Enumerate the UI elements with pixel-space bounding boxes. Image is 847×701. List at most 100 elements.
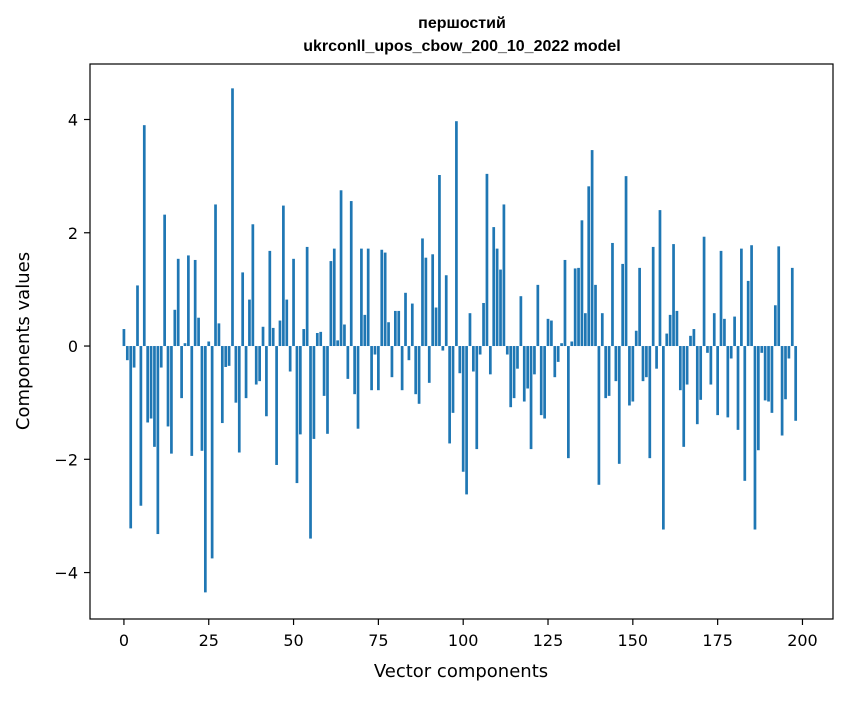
bar-component-77 bbox=[383, 252, 387, 347]
bar-component-120 bbox=[529, 346, 533, 450]
bar-component-46 bbox=[278, 320, 282, 347]
bar-component-105 bbox=[478, 346, 482, 355]
bar-component-69 bbox=[356, 346, 360, 429]
bar-component-127 bbox=[553, 346, 557, 378]
bar-component-156 bbox=[651, 246, 655, 347]
bar-component-16 bbox=[176, 258, 180, 347]
bar-component-157 bbox=[655, 346, 658, 369]
y-tick-label: −4 bbox=[54, 564, 78, 583]
bar-component-184 bbox=[746, 280, 750, 347]
bar-component-114 bbox=[509, 346, 513, 408]
x-tick-label: 125 bbox=[533, 631, 564, 650]
bar-component-81 bbox=[397, 310, 401, 347]
x-tick-label: 175 bbox=[702, 631, 733, 650]
bar-component-50 bbox=[292, 258, 295, 347]
bar-component-182 bbox=[740, 248, 743, 347]
y-tick-label: 4 bbox=[68, 111, 78, 130]
bar-component-107 bbox=[485, 173, 489, 347]
bar-component-27 bbox=[214, 204, 217, 347]
bar-component-26 bbox=[210, 346, 214, 559]
bar-component-58 bbox=[319, 331, 323, 347]
bar-component-168 bbox=[692, 329, 696, 347]
bar-component-149 bbox=[628, 346, 631, 406]
x-tick-label: 75 bbox=[368, 631, 388, 650]
bar-component-147 bbox=[621, 263, 625, 347]
bar-component-65 bbox=[343, 324, 346, 347]
bar-component-155 bbox=[648, 346, 652, 459]
bar-component-126 bbox=[550, 320, 553, 347]
bar-component-133 bbox=[573, 268, 577, 347]
bar-component-14 bbox=[170, 346, 173, 454]
bars-group bbox=[122, 88, 798, 593]
bar-component-57 bbox=[315, 333, 319, 347]
bar-component-124 bbox=[543, 346, 546, 419]
bar-component-153 bbox=[641, 346, 645, 382]
bar-component-48 bbox=[285, 299, 289, 347]
bar-component-20 bbox=[190, 346, 194, 456]
bar-component-123 bbox=[539, 346, 543, 416]
bar-component-68 bbox=[353, 346, 356, 395]
bar-component-198 bbox=[794, 346, 798, 421]
bar-component-47 bbox=[282, 205, 285, 347]
chart-title-line-2: ukrconll_upos_cbow_200_10_2022 model bbox=[303, 38, 620, 55]
bar-component-187 bbox=[757, 346, 760, 451]
x-tick-label: 100 bbox=[448, 631, 479, 650]
bar-component-154 bbox=[645, 346, 648, 378]
x-tick-label: 25 bbox=[199, 631, 219, 650]
bar-component-134 bbox=[577, 267, 580, 347]
bar-component-30 bbox=[224, 346, 228, 367]
bar-component-191 bbox=[770, 346, 774, 413]
bar-component-37 bbox=[248, 299, 251, 347]
bar-component-55 bbox=[309, 346, 312, 539]
bar-component-10 bbox=[156, 346, 160, 535]
bar-component-94 bbox=[441, 346, 445, 351]
bar-component-86 bbox=[414, 346, 418, 395]
bar-component-95 bbox=[444, 275, 448, 347]
bar-component-64 bbox=[339, 190, 343, 347]
bar-component-98 bbox=[455, 121, 458, 347]
bar-component-185 bbox=[750, 245, 753, 347]
y-tick-label: 0 bbox=[68, 337, 78, 356]
bar-component-21 bbox=[193, 259, 197, 347]
bar-component-80 bbox=[393, 310, 397, 347]
bar-component-56 bbox=[312, 346, 316, 439]
bar-component-89 bbox=[424, 257, 428, 347]
bar-component-102 bbox=[468, 313, 472, 347]
bar-component-101 bbox=[465, 346, 468, 495]
bar-component-141 bbox=[600, 313, 604, 347]
bar-component-36 bbox=[244, 346, 248, 399]
bar-component-43 bbox=[268, 250, 272, 347]
bar-component-9 bbox=[153, 346, 156, 447]
bar-component-115 bbox=[512, 346, 516, 399]
bar-component-171 bbox=[702, 236, 706, 347]
bar-component-113 bbox=[505, 346, 509, 355]
bar-component-139 bbox=[594, 284, 597, 347]
bar-component-121 bbox=[533, 346, 536, 375]
bar-component-0 bbox=[122, 329, 126, 347]
bar-component-96 bbox=[448, 346, 451, 444]
bar-component-179 bbox=[729, 346, 733, 359]
bar-component-63 bbox=[336, 340, 340, 347]
bar-component-146 bbox=[617, 346, 621, 464]
bar-component-29 bbox=[220, 346, 224, 424]
bar-component-136 bbox=[583, 313, 587, 347]
bar-component-196 bbox=[787, 346, 791, 359]
bar-component-144 bbox=[611, 242, 614, 347]
bar-component-189 bbox=[763, 346, 767, 401]
bar-component-118 bbox=[522, 346, 526, 402]
bar-component-160 bbox=[665, 333, 669, 347]
bar-component-61 bbox=[329, 261, 333, 347]
bar-component-67 bbox=[349, 201, 353, 347]
bar-component-87 bbox=[417, 346, 421, 404]
bar-component-49 bbox=[288, 346, 292, 372]
bar-component-12 bbox=[163, 214, 166, 347]
bar-component-190 bbox=[767, 346, 770, 402]
bar-component-79 bbox=[390, 346, 394, 378]
x-tick-label: 150 bbox=[618, 631, 649, 650]
bar-component-53 bbox=[302, 329, 306, 347]
bar-component-78 bbox=[387, 322, 390, 347]
bar-component-99 bbox=[458, 346, 462, 374]
bar-component-194 bbox=[780, 346, 784, 436]
y-tick-label: 2 bbox=[68, 224, 78, 243]
x-tick-label: 0 bbox=[119, 631, 129, 650]
